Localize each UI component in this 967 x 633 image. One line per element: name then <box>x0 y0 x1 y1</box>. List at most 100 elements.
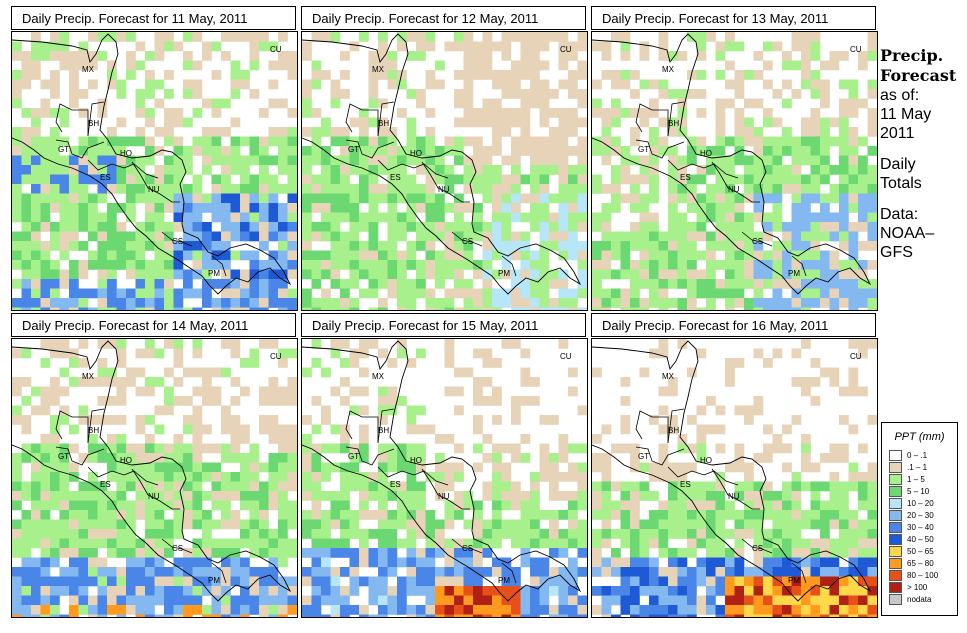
precip-cell <box>368 231 379 242</box>
precip-cell <box>397 307 407 310</box>
precip-cell <box>539 453 550 463</box>
country-label: PM <box>498 576 510 585</box>
precip-cell <box>763 60 773 71</box>
precip-cell <box>463 586 474 596</box>
precip-cell <box>88 203 98 213</box>
precip-cell <box>454 212 464 223</box>
precip-cell <box>126 586 136 596</box>
precip-cell <box>592 41 602 52</box>
precip-cell <box>435 453 445 463</box>
precip-cell <box>40 212 51 223</box>
country-border <box>711 468 760 510</box>
precip-cell <box>202 165 212 175</box>
precip-cell <box>620 231 631 242</box>
precip-cell <box>21 298 32 308</box>
precip-cell <box>829 307 840 310</box>
precip-cell <box>135 41 146 52</box>
precip-cell <box>387 184 398 194</box>
precip-cell <box>520 538 531 549</box>
precip-cell <box>387 193 398 204</box>
precip-cell <box>473 307 483 310</box>
precip-cell <box>772 269 783 280</box>
precip-cell <box>715 241 726 251</box>
precip-cell <box>577 146 587 156</box>
precip-cell <box>810 222 821 232</box>
precip-cell <box>530 298 540 308</box>
precip-cell <box>463 605 474 615</box>
precip-cell <box>268 377 279 387</box>
legend-item: > 100 <box>889 581 957 593</box>
precip-cell <box>349 298 360 308</box>
precip-cell <box>12 174 22 185</box>
precip-cell <box>810 127 821 137</box>
precip-cell <box>577 117 587 128</box>
precip-cell <box>145 117 155 128</box>
precip-cell <box>696 434 707 444</box>
precip-cell <box>592 260 602 270</box>
precip-cell <box>50 146 60 156</box>
precip-cell <box>221 288 231 299</box>
precip-cell <box>454 510 464 520</box>
precip-cell <box>820 165 830 175</box>
precip-cell <box>107 510 117 520</box>
precip-cell <box>88 491 98 501</box>
precip-cell <box>397 70 407 80</box>
country-label: ES <box>100 480 111 489</box>
precip-cell <box>183 462 193 473</box>
precip-cell <box>302 212 312 223</box>
precip-cell <box>359 605 369 615</box>
precip-cell <box>463 89 474 99</box>
precip-cell <box>539 222 550 232</box>
precip-cell <box>763 510 773 520</box>
precip-cell <box>154 127 165 137</box>
precip-cell <box>240 279 250 289</box>
coastline <box>592 33 872 295</box>
precip-cell <box>639 367 650 378</box>
precip-cell <box>791 288 802 299</box>
precip-cell <box>858 212 868 223</box>
precip-cell <box>592 279 602 289</box>
precip-cell <box>406 155 417 166</box>
precip-cell <box>192 339 203 349</box>
precip-cell <box>183 472 193 482</box>
precip-cell <box>848 89 859 99</box>
source-label: Data: <box>880 206 919 223</box>
precip-cell <box>810 231 821 242</box>
precip-cell <box>473 377 483 387</box>
precip-cell <box>12 279 22 289</box>
precip-cell <box>59 298 70 308</box>
precip-cell <box>387 567 398 577</box>
precip-cell <box>268 298 279 308</box>
precip-cell <box>50 491 60 501</box>
precip-cell <box>221 605 231 615</box>
precip-cell <box>734 155 745 166</box>
precip-cell <box>753 595 764 606</box>
precip-cell <box>839 165 849 175</box>
precip-cell <box>539 567 550 577</box>
precip-cell <box>558 595 569 606</box>
precip-cell <box>829 60 840 71</box>
precip-cell <box>302 529 312 539</box>
precip-cell <box>639 155 650 166</box>
precip-cell <box>287 269 297 280</box>
precip-cell <box>278 595 288 606</box>
precip-cell <box>69 377 79 387</box>
precip-cell <box>630 155 640 166</box>
precip-cell <box>135 174 146 185</box>
precip-cell <box>12 127 22 137</box>
precip-cell <box>501 576 512 587</box>
precip-cell <box>473 155 483 166</box>
precip-cell <box>330 184 341 194</box>
precip-cell <box>601 529 612 539</box>
precip-cell <box>406 472 417 482</box>
precip-cell <box>59 548 70 558</box>
precip-cell <box>620 250 631 261</box>
precip-cell <box>444 481 455 492</box>
precip-cell <box>164 108 174 118</box>
precip-cell <box>839 136 849 147</box>
precip-cell <box>340 203 350 213</box>
precip-cell <box>69 155 79 166</box>
precip-cell <box>820 117 830 128</box>
precip-cell <box>687 614 697 617</box>
precip-cell <box>12 576 22 587</box>
